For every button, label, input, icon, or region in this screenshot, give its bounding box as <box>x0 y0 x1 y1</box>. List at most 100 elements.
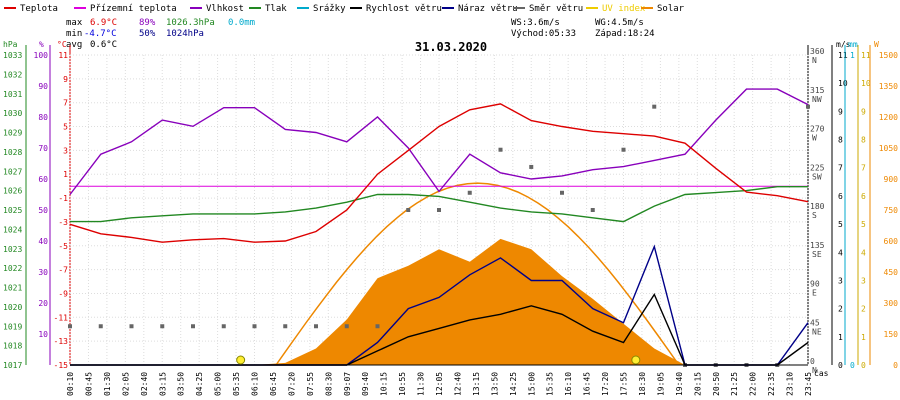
direction-tick: 360 <box>810 47 825 56</box>
x-tick: 03:15 <box>158 372 167 396</box>
wind-speed-unit: m/s <box>836 40 851 49</box>
legend-label: Náraz větru <box>458 4 518 14</box>
pressure-tick: 1030 <box>3 109 22 118</box>
x-tick: 05:35 <box>232 372 241 396</box>
x-tick: 10:15 <box>380 372 389 396</box>
humidity-tick: 50 <box>38 206 48 215</box>
direction-tick: 0 <box>810 357 815 366</box>
x-tick: 18:30 <box>638 372 647 396</box>
series-temperature <box>69 103 809 243</box>
wind-direction-point <box>252 324 257 329</box>
x-tick: 09:07 <box>343 372 352 396</box>
wind-direction-point <box>590 208 595 212</box>
temperature-unit: °C <box>57 40 67 49</box>
x-tick: 19:05 <box>656 372 665 396</box>
wind-direction-point <box>467 190 472 195</box>
wind-speed-tick: 3 <box>838 276 843 285</box>
solar-tick: 900 <box>884 175 899 184</box>
wind-direction-point <box>621 147 626 152</box>
direction-tick: 180 <box>810 202 825 211</box>
uv-tick: 5 <box>861 220 866 229</box>
left-axes: hPa% °C1033103210311030102910281027102610… <box>3 40 71 370</box>
legend-label: Rychlost větru <box>366 4 442 14</box>
legend-item: Solar <box>641 4 685 14</box>
wind-direction-point <box>221 324 226 329</box>
direction-cardinal: SW <box>812 172 822 181</box>
wind-speed-tick: 1 <box>838 333 843 342</box>
temperature-tick: -5 <box>58 242 68 251</box>
x-tick: 13:50 <box>490 372 499 396</box>
humidity-tick: 60 <box>38 175 48 184</box>
x-tick: 10:55 <box>398 372 407 396</box>
stats-max-label: max <box>66 18 83 28</box>
temperature-tick: 11 <box>58 51 68 60</box>
temperature-tick: -9 <box>58 289 68 298</box>
pressure-tick: 1021 <box>3 284 22 293</box>
stats-min-press: 1024hPa <box>166 29 204 39</box>
solar-tick: 0 <box>893 361 898 370</box>
x-tick: 13:15 <box>472 372 481 396</box>
temperature-tick: -13 <box>54 337 69 346</box>
wind-direction-point <box>344 324 349 329</box>
legend-item: Přízemní teplota <box>74 4 177 14</box>
x-tick: 20:50 <box>712 372 721 396</box>
wind-direction-point <box>406 208 411 212</box>
wind-direction-point <box>437 208 441 212</box>
wind-direction-point <box>68 324 72 329</box>
uv-tick: 0 <box>861 361 866 370</box>
legend-label: Vlhkost <box>206 4 244 14</box>
x-tick: 17:20 <box>601 372 610 396</box>
rain-tick: 0 <box>850 361 855 370</box>
legend-item: Rychlost větru <box>350 4 442 14</box>
humidity-tick: 10 <box>38 330 48 339</box>
x-tick: 12:05 <box>435 372 444 396</box>
humidity-tick: 90 <box>38 82 48 91</box>
humidity-tick: 40 <box>38 237 48 246</box>
x-tick: 11:30 <box>417 372 426 396</box>
solar-tick: 1050 <box>879 144 898 153</box>
temperature-tick: -11 <box>54 313 69 322</box>
stats-max-rain: 0.0mm <box>228 18 255 28</box>
humidity-tick: 100 <box>34 51 49 60</box>
wind-direction-point <box>652 104 657 109</box>
sunset-time: Západ:18:24 <box>595 29 655 39</box>
x-tick: 20:15 <box>693 372 702 396</box>
wind-direction-point <box>560 190 564 195</box>
wind-direction-point <box>375 324 380 329</box>
wind-speed-tick: 7 <box>838 164 843 173</box>
wind-direction-point <box>160 324 165 329</box>
pressure-tick: 1019 <box>3 322 22 331</box>
pressure-tick: 1026 <box>3 187 22 196</box>
x-tick: 02:05 <box>121 372 130 396</box>
pressure-tick: 1027 <box>3 167 22 176</box>
pressure-tick: 1020 <box>3 303 22 312</box>
wind-speed-tick: 4 <box>838 248 843 257</box>
uv-tick: 10 <box>861 79 871 88</box>
legend-item: UV index <box>586 4 646 14</box>
x-tick: 00:45 <box>84 372 93 396</box>
temperature-tick: 9 <box>63 75 68 84</box>
temperature-tick: -3 <box>58 218 68 227</box>
direction-cardinal: NW <box>812 95 822 104</box>
direction-cardinal: NE <box>812 327 822 336</box>
pressure-tick: 1033 <box>3 51 22 60</box>
legend-item: Teplota <box>4 4 58 14</box>
rain-tick: 1 <box>850 51 855 60</box>
wind-speed-tick: 6 <box>838 192 843 201</box>
pressure-tick: 1024 <box>3 225 22 234</box>
legend: Teplota Přízemní teplota Vlhkost Tlak Srážky… <box>4 4 685 14</box>
x-tick: 01:30 <box>103 372 112 396</box>
uv-tick: 2 <box>861 305 866 314</box>
legend-label: Teplota <box>20 4 58 14</box>
x-tick: 15:35 <box>546 372 555 396</box>
pressure-tick: 1032 <box>3 70 22 79</box>
x-tick: 06:45 <box>269 372 278 396</box>
legend-label: Směr větru <box>529 4 583 14</box>
direction-tick: 45 <box>810 318 820 327</box>
chart-date: 31.03.2020 <box>415 40 487 54</box>
wind-speed-max: WS:3.6m/s <box>511 18 560 28</box>
solar-tick: 750 <box>884 206 899 215</box>
direction-cardinal: W <box>812 134 817 143</box>
direction-cardinal: E <box>812 289 817 298</box>
wind-speed-tick: 8 <box>838 136 843 145</box>
